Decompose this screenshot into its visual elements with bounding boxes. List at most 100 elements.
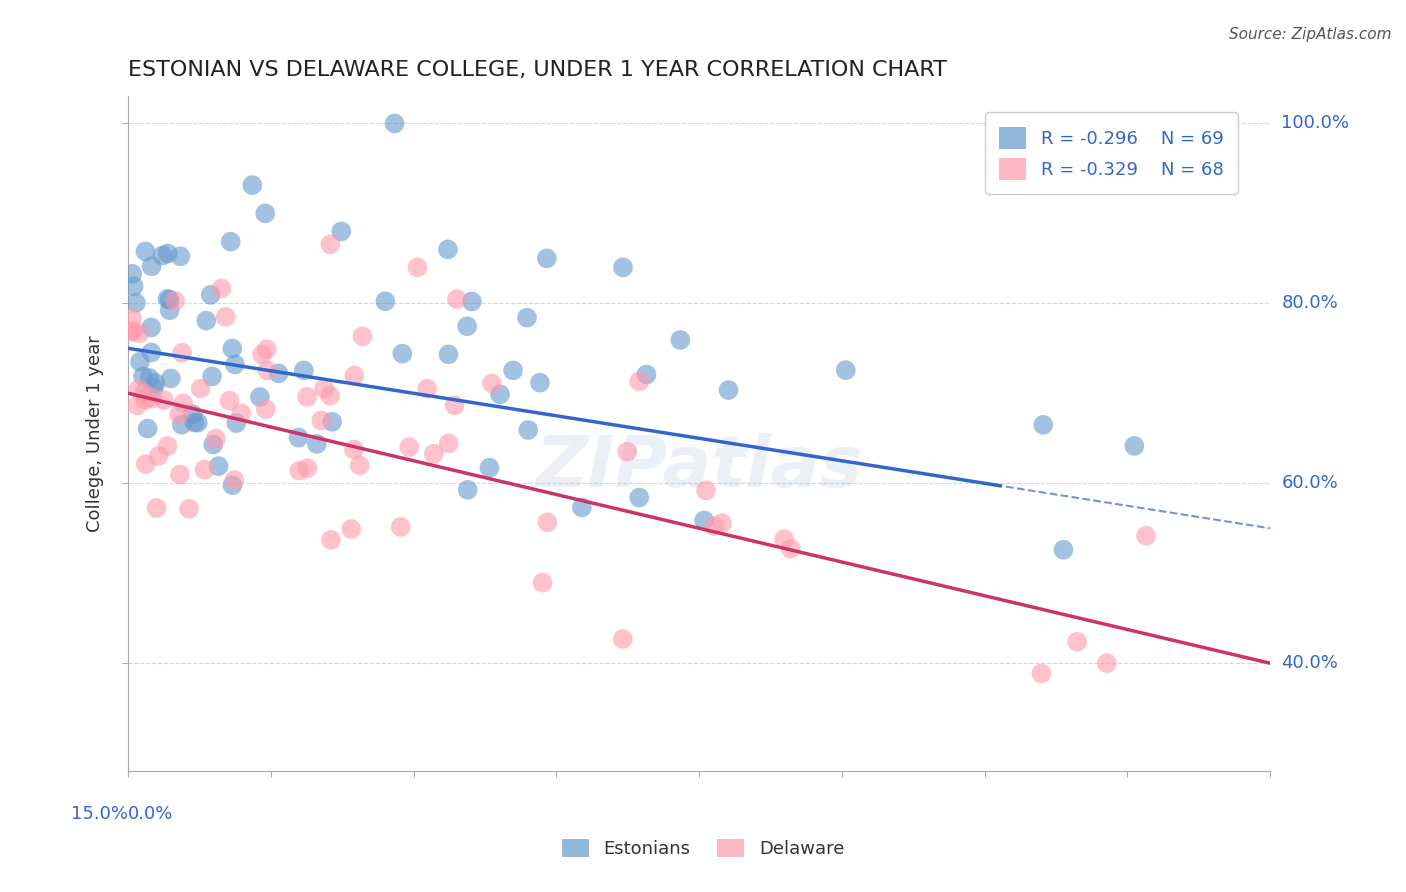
Delaware xyxy=(319,389,342,403)
Estonians xyxy=(457,483,479,497)
Estonians xyxy=(221,478,243,492)
Estonians xyxy=(136,421,159,435)
Delaware xyxy=(218,393,240,408)
Estonians xyxy=(156,292,179,306)
Estonians xyxy=(145,376,167,390)
Estonians xyxy=(437,347,460,361)
Delaware xyxy=(314,382,336,396)
Estonians xyxy=(170,417,193,432)
Delaware xyxy=(531,575,554,590)
Delaware xyxy=(319,237,342,252)
Delaware xyxy=(340,522,363,536)
Text: 60.0%: 60.0% xyxy=(1281,475,1339,492)
Estonians xyxy=(134,244,156,259)
Estonians xyxy=(529,376,551,390)
Estonians xyxy=(254,206,277,220)
Delaware xyxy=(695,483,717,498)
Estonians xyxy=(225,416,247,430)
Estonians xyxy=(181,407,204,421)
Estonians xyxy=(224,358,246,372)
Estonians xyxy=(669,333,692,347)
Estonians xyxy=(129,355,152,369)
Estonians xyxy=(156,246,179,260)
Estonians xyxy=(478,460,501,475)
Delaware xyxy=(132,386,155,401)
Estonians xyxy=(517,423,540,437)
Estonians xyxy=(456,319,478,334)
Delaware xyxy=(145,501,167,516)
Text: ESTONIAN VS DELAWARE COLLEGE, UNDER 1 YEAR CORRELATION CHART: ESTONIAN VS DELAWARE COLLEGE, UNDER 1 YE… xyxy=(128,60,948,79)
Delaware xyxy=(169,407,191,421)
Delaware xyxy=(711,516,734,531)
Estonians xyxy=(141,260,163,274)
Delaware xyxy=(135,457,157,471)
Estonians xyxy=(391,346,413,360)
Estonians xyxy=(292,363,315,377)
Estonians xyxy=(267,367,290,381)
Delaware xyxy=(128,382,150,396)
Delaware xyxy=(1095,656,1118,670)
Estonians xyxy=(287,431,309,445)
Delaware xyxy=(229,406,252,420)
Delaware xyxy=(256,363,278,377)
Delaware xyxy=(134,392,156,407)
Estonians xyxy=(141,345,163,359)
Delaware xyxy=(121,324,143,338)
Estonians xyxy=(187,416,209,430)
Delaware xyxy=(349,458,371,473)
Legend: Estonians, Delaware: Estonians, Delaware xyxy=(554,831,852,865)
Estonians xyxy=(1123,439,1146,453)
Estonians xyxy=(138,371,160,385)
Estonians xyxy=(132,369,155,384)
Estonians xyxy=(321,415,343,429)
Delaware xyxy=(398,440,420,454)
Legend: R = -0.296    N = 69, R = -0.329    N = 68: R = -0.296 N = 69, R = -0.329 N = 68 xyxy=(984,112,1239,194)
Delaware xyxy=(127,398,149,412)
Delaware xyxy=(211,281,233,295)
Estonians xyxy=(169,249,191,263)
Estonians xyxy=(152,248,174,262)
Delaware xyxy=(343,442,366,457)
Delaware xyxy=(153,392,176,407)
Delaware xyxy=(165,293,187,308)
Delaware xyxy=(254,402,277,417)
Y-axis label: College, Under 1 year: College, Under 1 year xyxy=(86,335,104,533)
Estonians xyxy=(159,303,181,318)
Delaware xyxy=(169,467,191,482)
Delaware xyxy=(194,462,217,476)
Estonians xyxy=(219,235,242,249)
Estonians xyxy=(201,369,224,384)
Delaware xyxy=(250,348,273,362)
Estonians xyxy=(160,371,183,385)
Delaware xyxy=(295,390,318,404)
Delaware xyxy=(190,382,212,396)
Delaware xyxy=(446,292,468,306)
Delaware xyxy=(319,533,342,547)
Delaware xyxy=(156,439,179,453)
Estonians xyxy=(330,224,353,238)
Delaware xyxy=(121,311,143,326)
Estonians xyxy=(536,252,558,266)
Text: 80.0%: 80.0% xyxy=(1281,294,1339,312)
Delaware xyxy=(204,432,226,446)
Delaware xyxy=(121,325,143,339)
Text: 40.0%: 40.0% xyxy=(1281,654,1339,673)
Estonians xyxy=(374,294,396,309)
Estonians xyxy=(1032,417,1054,432)
Delaware xyxy=(309,413,332,427)
Estonians xyxy=(240,178,263,193)
Delaware xyxy=(416,382,439,396)
Delaware xyxy=(628,375,651,389)
Estonians xyxy=(221,342,243,356)
Estonians xyxy=(207,459,229,474)
Delaware xyxy=(612,632,634,646)
Estonians xyxy=(121,267,143,281)
Estonians xyxy=(122,279,145,293)
Text: Source: ZipAtlas.com: Source: ZipAtlas.com xyxy=(1229,27,1392,42)
Estonians xyxy=(489,387,512,401)
Text: 0.0%: 0.0% xyxy=(128,805,173,823)
Delaware xyxy=(352,329,374,343)
Delaware xyxy=(389,520,412,534)
Estonians xyxy=(141,320,163,334)
Delaware xyxy=(780,541,803,556)
